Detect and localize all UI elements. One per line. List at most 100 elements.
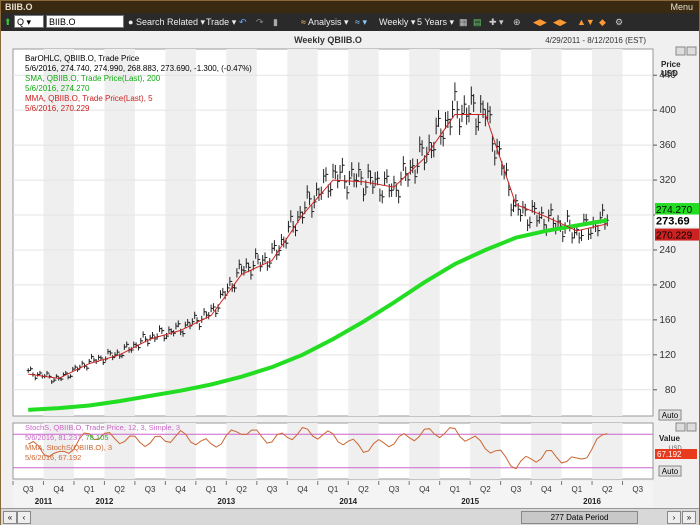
- year-label: 2013: [217, 497, 235, 506]
- quarter-label: Q3: [389, 485, 400, 494]
- undo-icon[interactable]: ↶: [239, 17, 247, 27]
- quarter-label: Q2: [480, 485, 491, 494]
- interval-select[interactable]: Weekly ▾: [379, 17, 416, 27]
- legend-sma-values: 5/6/2016, 274.270: [25, 84, 90, 93]
- analysis-label: Analysis: [307, 17, 342, 27]
- price-panel-close-icon[interactable]: [686, 46, 697, 56]
- price-band: [409, 49, 440, 416]
- year-label: 2014: [339, 497, 357, 506]
- chart-type-icon[interactable]: ▤: [473, 17, 482, 27]
- quarter-label: Q1: [571, 485, 582, 494]
- quarter-label: Q3: [632, 485, 643, 494]
- quarter-label: Q2: [358, 485, 369, 494]
- status-bar: « ‹ 277 Data Period › »: [1, 508, 699, 525]
- interval-value: Weekly: [379, 17, 409, 27]
- legend-stoch-d: 78.105: [86, 433, 109, 442]
- stoch-panel: [13, 426, 653, 470]
- search-label: Search: [135, 17, 165, 27]
- stoch-panel-close-icon[interactable]: [686, 422, 697, 432]
- data-period-label: 277 Data Period: [550, 513, 609, 522]
- scroll-first-button[interactable]: «: [3, 511, 17, 524]
- quarter-label: Q4: [419, 485, 430, 494]
- legend-smma-title: MMA, StochS(QBIIB.O), 3: [25, 443, 112, 452]
- legend-stoch-date: 5/6/2016,: [25, 433, 56, 442]
- price-auto-button[interactable]: [658, 409, 682, 421]
- quarter-label: Q2: [602, 485, 613, 494]
- stoch-tag-value: 67.192: [657, 450, 682, 459]
- crosshair-icon[interactable]: ▦: [459, 17, 468, 27]
- stoch-auto-button[interactable]: [658, 465, 682, 477]
- quarter-label: Q3: [145, 485, 156, 494]
- scroll-right-button[interactable]: ›: [667, 511, 681, 524]
- chart-title: Weekly QBIIB.O: [294, 35, 362, 45]
- settings-icon[interactable]: ⚙: [615, 17, 624, 27]
- zoom-icon[interactable]: ⊕: [513, 17, 521, 27]
- search-icon: ●: [128, 17, 134, 27]
- title-bar: BIIB.O Menu: [1, 1, 699, 13]
- sma-tag-bg: [655, 203, 699, 216]
- quarter-label: Q1: [450, 485, 461, 494]
- analysis-icon: ≈: [301, 17, 306, 27]
- redo-icon[interactable]: ↷: [256, 17, 264, 27]
- zoom-in-icon[interactable]: ◀▶: [553, 17, 567, 27]
- price-panel-minimize-icon[interactable]: [675, 46, 686, 56]
- up-arrow-icon: ⬆: [4, 17, 12, 27]
- quarter-label: Q4: [297, 485, 308, 494]
- quarter-label: Q3: [23, 485, 34, 494]
- stoch-band: [226, 423, 257, 479]
- stoch-band: [165, 423, 196, 479]
- price-band: [470, 49, 501, 416]
- stoch-panel-minimize-icon[interactable]: [675, 422, 686, 432]
- price-band: [104, 49, 135, 416]
- stoch-auto-label: Auto: [662, 467, 679, 476]
- price-axis-unit: USD: [661, 69, 678, 78]
- folder-icon[interactable]: ▮: [273, 17, 278, 27]
- stoch-line: [27, 426, 608, 470]
- price-band: [165, 49, 196, 416]
- stoch-band: [348, 423, 379, 479]
- legend-mma-title: MMA, QBIIB.O, Trade Price(Last), 5: [25, 94, 153, 103]
- related-button[interactable]: Related ▾: [167, 17, 206, 27]
- time-axis: Q3 Q4 Q1 Q2 Q3 Q4 Q1 Q2 Q3 Q4 Q1 Q2 Q3 Q4 Q1 Q2 Q3 Q4 Q1 Q2…: [12, 481, 653, 507]
- sma-tag: 274.270: [656, 205, 693, 216]
- quote-type-select[interactable]: Q ▾: [14, 15, 44, 28]
- legend-stoch-title: StochS, QBIIB.O, Trade Price, 12, 3, Sim…: [25, 423, 180, 432]
- trade-button[interactable]: Trade ▾: [206, 17, 237, 27]
- time-axis-bg: [13, 481, 653, 507]
- analysis-button[interactable]: ≈ Analysis ▾: [301, 17, 349, 27]
- zoom-out-icon[interactable]: ▲▼: [577, 17, 595, 27]
- stoch-axis-title: Value: [659, 434, 680, 443]
- fit-icon[interactable]: ◆: [599, 17, 606, 27]
- cursor-icon[interactable]: ✚ ▾: [489, 17, 504, 27]
- price-tick-label: 360: [659, 140, 676, 151]
- quarter-label: Q1: [328, 485, 339, 494]
- mma-line: [28, 114, 608, 379]
- menu-button[interactable]: Menu: [670, 2, 693, 12]
- quarter-label: Q4: [541, 485, 552, 494]
- symbol-input[interactable]: BIIB.O: [46, 15, 124, 28]
- quarter-label: Q3: [511, 485, 522, 494]
- legend-bar-values: 5/6/2016, 274.740, 274.990, 268.883, 273…: [25, 64, 252, 73]
- quarter-label: Q2: [236, 485, 247, 494]
- mma-tag-bg: [655, 228, 699, 241]
- search-button[interactable]: ● Search: [128, 13, 164, 31]
- studies-icon[interactable]: ≈ ▾: [355, 17, 367, 27]
- scroll-left-icon[interactable]: ◀▶: [533, 17, 547, 27]
- scroll-left-button[interactable]: ‹: [17, 511, 31, 524]
- trade-label: Trade: [206, 17, 230, 27]
- quarter-label: Q1: [84, 485, 95, 494]
- chart-area: 80120160200240280320360400440 Q3Q4Q1Q2Q3…: [12, 35, 699, 507]
- price-band: [592, 49, 623, 416]
- related-label: Related: [167, 17, 199, 27]
- mma-tag: 270.229: [656, 231, 693, 242]
- price-auto-label: Auto: [662, 411, 679, 420]
- toolbar: ⬆ Q ▾ BIIB.O ● Search Related ▾ Trade ▾ …: [1, 13, 699, 31]
- scroll-last-button[interactable]: »: [682, 511, 696, 524]
- price-bars: [26, 82, 609, 384]
- price-tick-label: 160: [659, 315, 676, 326]
- quarter-label: Q4: [53, 485, 64, 494]
- price-tick-label: 320: [659, 175, 676, 186]
- data-period-box[interactable]: 277 Data Period: [521, 511, 638, 524]
- range-select[interactable]: 5 Years ▾: [417, 17, 455, 27]
